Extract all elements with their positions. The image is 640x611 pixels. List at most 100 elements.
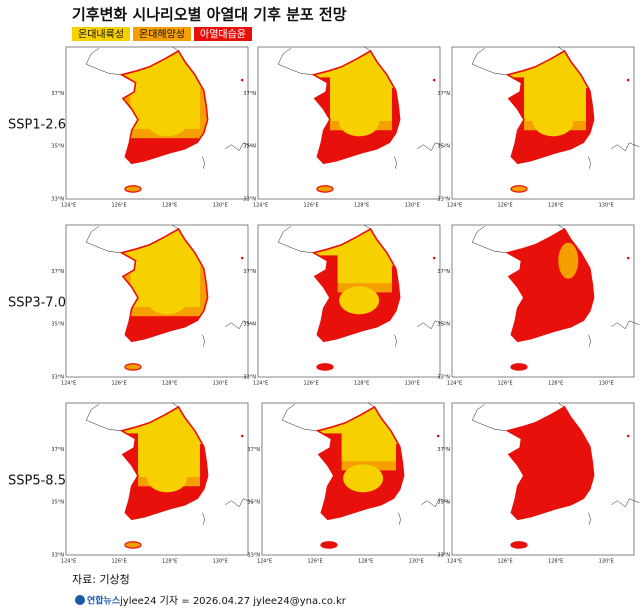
lon-label: 128°E bbox=[358, 559, 373, 565]
lat-label: 37°N bbox=[437, 91, 450, 97]
lat-label: 35°N bbox=[437, 144, 450, 150]
footer: 연합뉴스 jylee24 기자 = 2026.04.27 jylee24@yna… bbox=[75, 595, 347, 607]
lon-label: 128°E bbox=[162, 559, 177, 565]
ulleungdo bbox=[240, 434, 244, 438]
lat-label: 35°N bbox=[243, 322, 256, 328]
lon-label: 126°E bbox=[497, 381, 512, 387]
lat-label: 37°N bbox=[243, 91, 256, 97]
source: 자료: 기상청 bbox=[72, 573, 130, 586]
north-coast bbox=[172, 402, 179, 408]
lon-label: 128°E bbox=[548, 203, 563, 209]
lon-label: 126°E bbox=[111, 203, 126, 209]
legend-swatch bbox=[133, 27, 191, 41]
legend-label: 온대내륙성 bbox=[78, 29, 124, 41]
lon-label: 124°E bbox=[61, 381, 76, 387]
japan-coast bbox=[202, 498, 254, 525]
legend-swatch bbox=[72, 27, 130, 41]
jeju bbox=[510, 363, 528, 371]
jeju bbox=[510, 185, 528, 193]
north-coast bbox=[277, 226, 314, 254]
lat-label: 33°N bbox=[437, 375, 450, 381]
lat-label: 35°N bbox=[243, 144, 256, 150]
lat-label: 37°N bbox=[437, 447, 450, 453]
lon-label: 124°E bbox=[447, 381, 462, 387]
ulleungdo bbox=[626, 78, 630, 82]
north-coast bbox=[558, 46, 565, 52]
lat-label: 37°N bbox=[243, 269, 256, 275]
legend: 온대내륙성 온대해양성 아열대습윤 bbox=[72, 27, 252, 41]
credit: jylee24 기자 = 2026.04.27 jylee24@yna.co.k… bbox=[119, 595, 347, 607]
lat-label: 33°N bbox=[51, 375, 64, 381]
east-coast bbox=[585, 87, 594, 133]
lat-label: 35°N bbox=[51, 500, 64, 506]
north-coast bbox=[85, 226, 122, 254]
north-coast bbox=[471, 48, 508, 76]
lon-label: 124°E bbox=[447, 559, 462, 565]
lat-label: 33°N bbox=[51, 197, 64, 203]
ulleungdo bbox=[436, 434, 440, 438]
lon-label: 130°E bbox=[405, 203, 420, 209]
east-coast bbox=[391, 87, 400, 133]
jeju bbox=[124, 363, 142, 371]
logo-icon bbox=[75, 595, 85, 605]
mountains bbox=[558, 242, 579, 279]
lat-label: 35°N bbox=[247, 500, 260, 506]
lon-label: 130°E bbox=[599, 203, 614, 209]
japan-coast bbox=[202, 320, 254, 347]
coastline bbox=[311, 49, 401, 165]
east-coast bbox=[199, 87, 208, 133]
map-fill bbox=[507, 407, 594, 520]
ulleungdo bbox=[432, 256, 436, 260]
ulleungdo bbox=[240, 78, 244, 82]
lat-label: 33°N bbox=[243, 375, 256, 381]
lat-label: 37°N bbox=[51, 269, 64, 275]
lat-label: 37°N bbox=[51, 447, 64, 453]
coastline bbox=[119, 49, 209, 165]
north-coast bbox=[558, 402, 565, 408]
east-coast bbox=[391, 265, 400, 311]
coastline bbox=[505, 49, 595, 165]
east-coast bbox=[199, 443, 208, 489]
japan-coast bbox=[588, 320, 640, 347]
east-coast bbox=[395, 443, 404, 489]
lon-label: 128°E bbox=[354, 381, 369, 387]
north-coast bbox=[277, 48, 314, 76]
coastline bbox=[315, 405, 405, 521]
row-label: SSP1-2.6 bbox=[8, 118, 66, 133]
inland bbox=[533, 108, 574, 137]
inland bbox=[147, 464, 188, 493]
lon-label: 124°E bbox=[253, 203, 268, 209]
ulleungdo bbox=[626, 434, 630, 438]
inland bbox=[147, 286, 188, 315]
japan-coast bbox=[588, 498, 640, 525]
lon-label: 124°E bbox=[253, 381, 268, 387]
title: 기후변화 시나리오별 아열대 기후 분포 전망 bbox=[72, 6, 347, 24]
north-coast bbox=[172, 224, 179, 230]
coastline bbox=[311, 227, 401, 343]
lon-label: 124°E bbox=[61, 559, 76, 565]
lat-label: 33°N bbox=[243, 197, 256, 203]
lat-label: 33°N bbox=[437, 197, 450, 203]
japan-coast bbox=[588, 142, 640, 169]
japan-coast bbox=[202, 142, 254, 169]
row-label: SSP3-7.0 bbox=[8, 296, 66, 311]
ulleungdo bbox=[432, 78, 436, 82]
japan-coast bbox=[394, 320, 446, 347]
lat-label: 33°N bbox=[51, 553, 64, 559]
inland bbox=[343, 464, 384, 493]
lon-label: 126°E bbox=[111, 381, 126, 387]
lat-label: 35°N bbox=[51, 144, 64, 150]
japan-coast bbox=[398, 498, 450, 525]
lon-label: 126°E bbox=[303, 203, 318, 209]
lat-label: 35°N bbox=[437, 322, 450, 328]
map-fill bbox=[507, 229, 594, 342]
lon-label: 126°E bbox=[111, 559, 126, 565]
lat-label: 35°N bbox=[437, 500, 450, 506]
